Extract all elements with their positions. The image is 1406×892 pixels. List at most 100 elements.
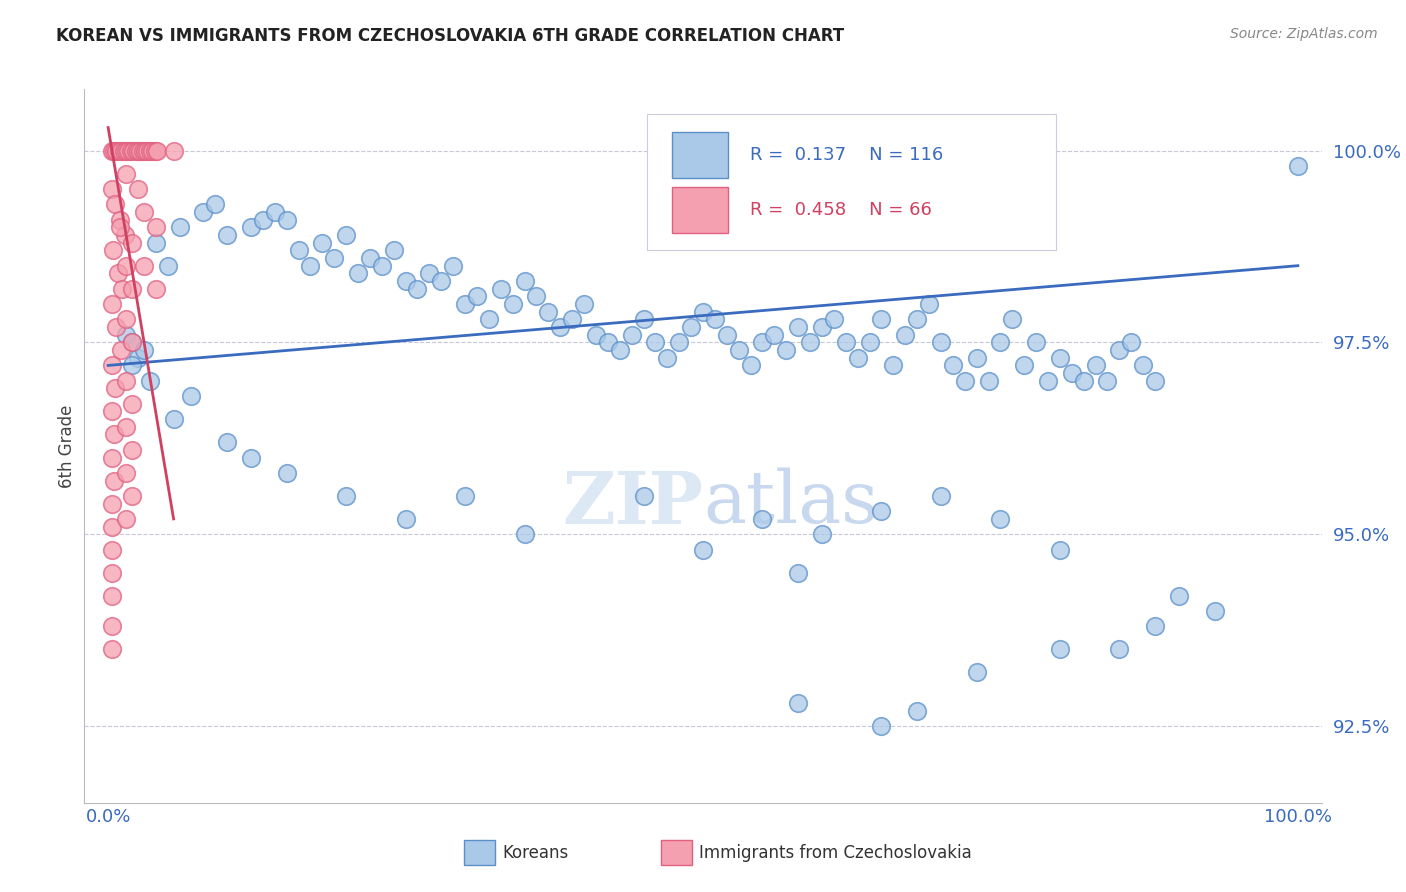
Text: R =  0.458    N = 66: R = 0.458 N = 66 bbox=[749, 202, 932, 219]
Point bbox=[100, 297, 122, 311]
Point bbox=[692, 542, 714, 557]
Point bbox=[132, 205, 155, 219]
Point bbox=[100, 359, 122, 373]
Point bbox=[966, 665, 988, 680]
Point bbox=[1144, 374, 1167, 388]
Point bbox=[299, 259, 322, 273]
Point bbox=[145, 235, 167, 250]
Point bbox=[127, 351, 149, 365]
Point bbox=[103, 427, 125, 442]
Point bbox=[990, 512, 1012, 526]
Point bbox=[526, 289, 548, 303]
Point bbox=[561, 312, 583, 326]
Point bbox=[117, 144, 139, 158]
Point bbox=[115, 419, 138, 434]
Point bbox=[1073, 374, 1095, 388]
Point bbox=[1108, 642, 1130, 657]
Point bbox=[104, 381, 127, 395]
Point bbox=[1167, 589, 1189, 603]
Point bbox=[454, 297, 477, 311]
Point bbox=[121, 235, 143, 250]
Point bbox=[657, 351, 679, 365]
Point bbox=[323, 251, 346, 265]
Point bbox=[513, 274, 536, 288]
Point bbox=[692, 304, 714, 318]
Point bbox=[942, 359, 965, 373]
Point bbox=[966, 351, 988, 365]
Point bbox=[239, 450, 262, 465]
Point bbox=[100, 619, 122, 633]
Point bbox=[276, 212, 298, 227]
Point bbox=[882, 359, 904, 373]
Point bbox=[441, 259, 464, 273]
Point bbox=[121, 335, 143, 350]
Point bbox=[263, 205, 285, 219]
Point bbox=[870, 504, 893, 518]
Point bbox=[104, 197, 127, 211]
Point bbox=[287, 244, 309, 258]
Point bbox=[1132, 359, 1154, 373]
Point bbox=[681, 320, 703, 334]
Point bbox=[122, 144, 145, 158]
Point bbox=[870, 312, 893, 326]
Point bbox=[751, 335, 773, 350]
Point bbox=[990, 335, 1012, 350]
Point bbox=[1025, 335, 1047, 350]
Point bbox=[633, 489, 655, 503]
Point bbox=[335, 489, 357, 503]
Text: R =  0.137    N = 116: R = 0.137 N = 116 bbox=[749, 146, 943, 164]
Text: KOREAN VS IMMIGRANTS FROM CZECHOSLOVAKIA 6TH GRADE CORRELATION CHART: KOREAN VS IMMIGRANTS FROM CZECHOSLOVAKIA… bbox=[56, 27, 845, 45]
Point bbox=[465, 289, 488, 303]
Point bbox=[823, 312, 845, 326]
Point bbox=[918, 297, 941, 311]
Point bbox=[100, 519, 122, 533]
Point bbox=[121, 282, 143, 296]
Point bbox=[929, 335, 952, 350]
Point bbox=[846, 351, 869, 365]
Point bbox=[335, 227, 357, 242]
Point bbox=[727, 343, 749, 357]
Point bbox=[1036, 374, 1059, 388]
Point bbox=[418, 266, 440, 280]
Point bbox=[115, 312, 138, 326]
Point bbox=[120, 144, 142, 158]
Point bbox=[132, 343, 155, 357]
Point bbox=[1108, 343, 1130, 357]
Point bbox=[204, 197, 226, 211]
Point bbox=[115, 259, 138, 273]
Point bbox=[799, 335, 821, 350]
Point bbox=[609, 343, 631, 357]
Point bbox=[101, 244, 124, 258]
Text: Source: ZipAtlas.com: Source: ZipAtlas.com bbox=[1230, 27, 1378, 41]
Point bbox=[572, 297, 595, 311]
Point bbox=[108, 220, 131, 235]
Point bbox=[145, 282, 167, 296]
Point bbox=[894, 327, 917, 342]
Point bbox=[100, 144, 122, 158]
Point bbox=[121, 335, 143, 350]
Point bbox=[100, 566, 122, 580]
Point bbox=[105, 320, 128, 334]
Point bbox=[454, 489, 477, 503]
Point bbox=[252, 212, 274, 227]
Point bbox=[114, 227, 136, 242]
Point bbox=[406, 282, 429, 296]
Point bbox=[763, 327, 786, 342]
Point bbox=[905, 704, 928, 718]
Point bbox=[953, 374, 976, 388]
Point bbox=[115, 512, 138, 526]
Point bbox=[110, 343, 132, 357]
Point bbox=[276, 466, 298, 480]
Point bbox=[100, 589, 122, 603]
Point bbox=[311, 235, 333, 250]
Point bbox=[100, 497, 122, 511]
Point bbox=[740, 359, 762, 373]
Point bbox=[121, 359, 143, 373]
Point bbox=[1097, 374, 1119, 388]
Point bbox=[131, 144, 153, 158]
Point bbox=[129, 144, 152, 158]
Point bbox=[139, 144, 162, 158]
Point bbox=[100, 450, 122, 465]
Point bbox=[502, 297, 524, 311]
Point bbox=[703, 312, 725, 326]
